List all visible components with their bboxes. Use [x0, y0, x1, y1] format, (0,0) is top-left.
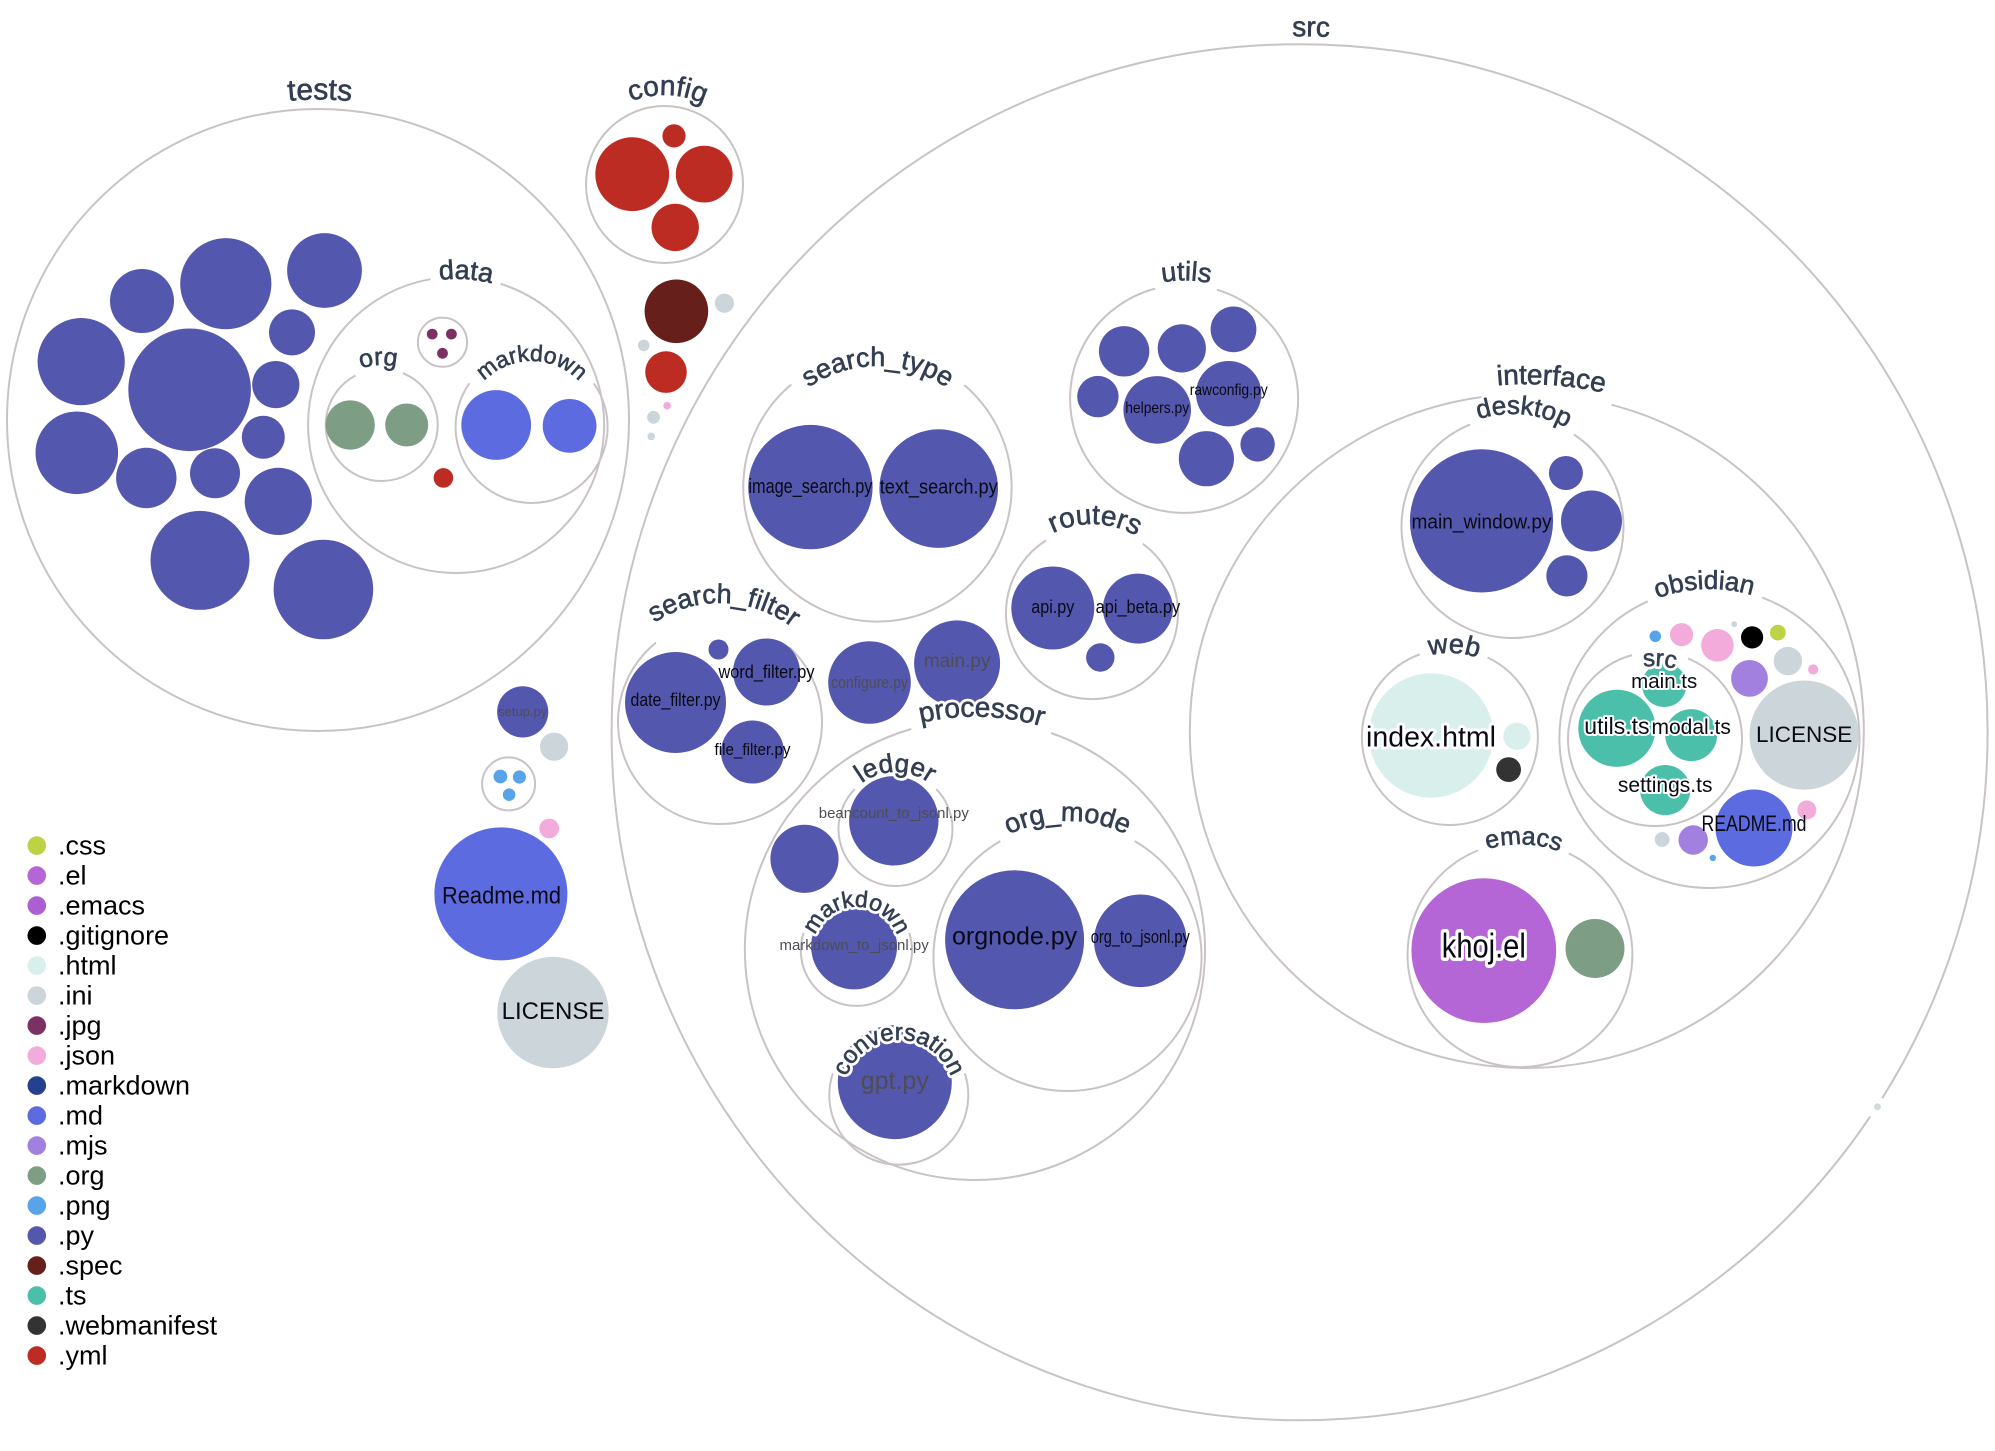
svg-text:.markdown: .markdown — [58, 1071, 190, 1101]
svg-text:beancount_to_jsonl.py: beancount_to_jsonl.py — [819, 805, 970, 822]
svg-text:utils: utils — [1159, 256, 1214, 289]
svg-text:processor: processor — [916, 691, 1049, 732]
svg-text:.png: .png — [58, 1191, 111, 1221]
svg-text:gpt.py: gpt.py — [861, 1067, 930, 1095]
svg-text:modal.ts: modal.ts — [1652, 716, 1731, 739]
svg-text:index.html: index.html — [1366, 722, 1496, 754]
svg-text:word_filter.py: word_filter.py — [718, 662, 815, 683]
svg-text:.py: .py — [58, 1221, 95, 1251]
svg-text:.spec: .spec — [58, 1251, 123, 1281]
svg-text:.yml: .yml — [58, 1341, 108, 1371]
svg-text:main_window.py: main_window.py — [1412, 511, 1552, 533]
svg-text:.jpg: .jpg — [58, 1011, 102, 1041]
svg-text:web: web — [1425, 629, 1484, 664]
svg-text:date_filter.py: date_filter.py — [631, 690, 721, 711]
svg-text:src: src — [1292, 11, 1330, 43]
svg-text:.html: .html — [58, 951, 117, 981]
svg-text:utils.ts: utils.ts — [1584, 713, 1649, 739]
svg-text:README.md: README.md — [1702, 811, 1807, 836]
svg-text:org: org — [356, 343, 400, 374]
svg-text:khoj.el: khoj.el — [1442, 928, 1526, 966]
svg-text:.json: .json — [58, 1041, 115, 1071]
svg-text:main.ts: main.ts — [1631, 670, 1697, 693]
svg-text:utils: utils — [1159, 256, 1214, 289]
svg-text:markdown_to_jsonl.py: markdown_to_jsonl.py — [779, 937, 929, 954]
svg-text:.emacs: .emacs — [58, 891, 145, 921]
svg-text:main.py: main.py — [924, 651, 991, 672]
svg-text:src: src — [1642, 645, 1679, 675]
svg-text:image_search.py: image_search.py — [748, 476, 872, 498]
svg-text:.ts: .ts — [58, 1281, 87, 1311]
svg-text:.mjs: .mjs — [58, 1131, 108, 1161]
svg-text:.webmanifest: .webmanifest — [58, 1311, 218, 1341]
svg-text:file_filter.py: file_filter.py — [715, 740, 791, 759]
svg-text:org_to_jsonl.py: org_to_jsonl.py — [1091, 927, 1190, 948]
svg-text:helpers.py: helpers.py — [1125, 400, 1189, 417]
svg-text:.md: .md — [58, 1101, 103, 1131]
svg-text:LICENSE: LICENSE — [502, 998, 605, 1025]
svg-text:Readme.md: Readme.md — [442, 883, 561, 910]
svg-text:orgnode.py: orgnode.py — [952, 923, 1078, 951]
svg-text:.ini: .ini — [58, 981, 93, 1011]
svg-text:.el: .el — [58, 861, 87, 891]
svg-text:settings.ts: settings.ts — [1618, 774, 1713, 797]
svg-text:.gitignore: .gitignore — [58, 921, 169, 951]
svg-text:tests: tests — [286, 73, 353, 108]
svg-text:setup.py: setup.py — [498, 704, 548, 719]
svg-text:rawconfig.py: rawconfig.py — [1190, 382, 1268, 399]
svg-text:.org: .org — [58, 1161, 105, 1191]
svg-text:configure.py: configure.py — [831, 673, 908, 692]
svg-text:src: src — [1292, 11, 1330, 43]
svg-text:.css: .css — [58, 831, 106, 861]
svg-text:LICENSE: LICENSE — [1756, 722, 1852, 747]
svg-text:text_search.py: text_search.py — [880, 477, 998, 499]
svg-text:api_beta.py: api_beta.py — [1096, 597, 1181, 618]
svg-text:api.py: api.py — [1031, 597, 1074, 617]
svg-text:data: data — [438, 255, 497, 289]
